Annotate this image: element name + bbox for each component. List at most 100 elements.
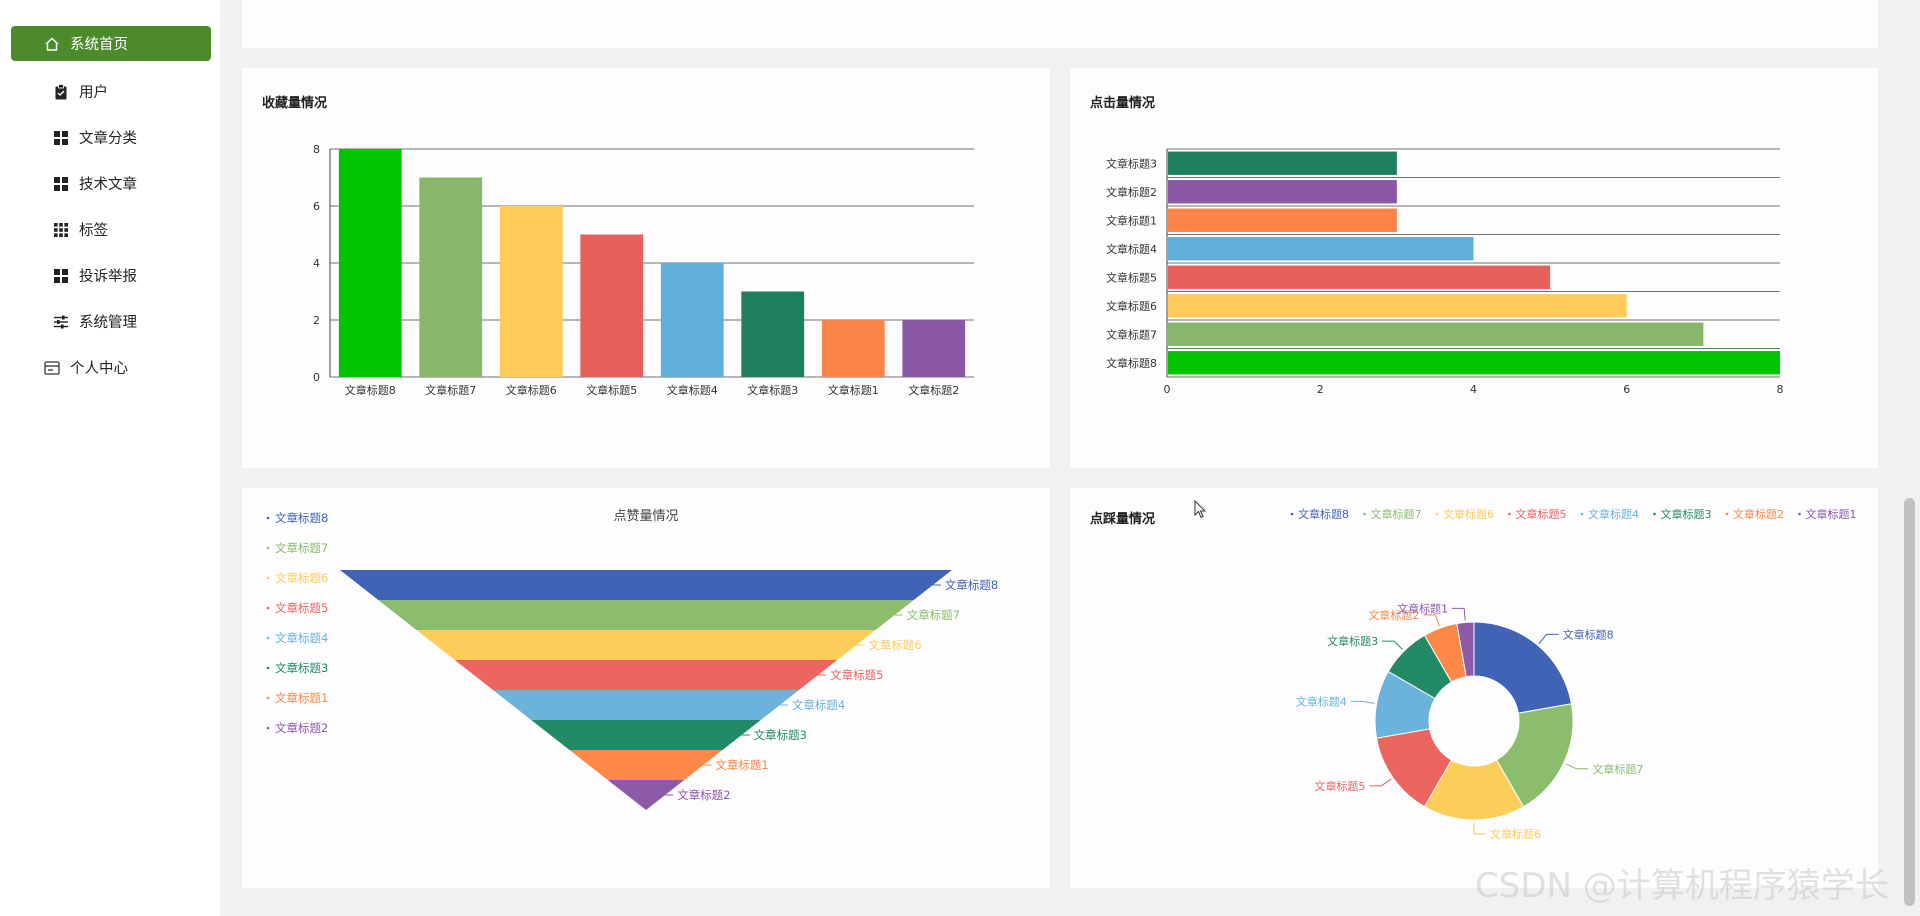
legend-label: 文章标题6 — [1443, 507, 1494, 521]
legend-label: 文章标题3 — [275, 661, 328, 675]
sidebar-item-label: 投诉举报 — [79, 269, 137, 285]
x-tick-label: 文章标题1 — [828, 383, 879, 397]
grid-small-icon — [52, 221, 70, 239]
legend-label: 文章标题6 — [275, 571, 328, 585]
funnel-label: 文章标题4 — [792, 698, 845, 712]
y-tick-label: 文章标题5 — [1106, 270, 1157, 284]
favorites-panel: 收藏量情况 0 2 4 6 8 文章标题8 文章标题7 文章标题6 文章标题5 文章标题4 文章标题… — [242, 68, 1050, 468]
y-tick-label: 8 — [313, 143, 320, 156]
clicks-title: 点击量情况 — [1090, 96, 1156, 111]
legend-marker — [1798, 512, 1801, 516]
sidebar-item-users[interactable]: 用户 — [11, 74, 211, 109]
bar — [1168, 322, 1704, 346]
sidebar-item-articles[interactable]: 技术文章 — [11, 166, 211, 201]
bar — [902, 320, 966, 377]
pie-label-line — [1565, 763, 1589, 770]
funnel-segment — [416, 630, 876, 660]
pie-label: 文章标题1 — [1397, 601, 1448, 615]
legend-marker — [1435, 512, 1439, 516]
legend-marker — [1290, 512, 1294, 516]
pie-label: 文章标题6 — [1490, 827, 1541, 841]
y-tick-label: 2 — [313, 314, 320, 327]
grid-icon — [52, 175, 70, 193]
sidebar-item-label: 系统管理 — [79, 315, 137, 331]
pie-label: 文章标题4 — [1296, 694, 1347, 708]
bar — [1168, 351, 1780, 375]
scrollbar-thumb[interactable] — [1904, 498, 1915, 906]
funnel-label: 文章标题3 — [754, 728, 807, 742]
bar — [1168, 237, 1474, 261]
sidebar: 系统首页 用户 文章分类 技术文章 标签 投诉举报 系统管理 — [0, 0, 220, 916]
legend-label: 文章标题8 — [1298, 507, 1349, 521]
x-tick-label: 4 — [1470, 383, 1477, 396]
legend-label: 文章标题1 — [275, 691, 328, 705]
legend-marker — [1580, 512, 1584, 516]
funnel-segment — [569, 750, 723, 780]
pie-slice — [1473, 621, 1573, 714]
legend-marker — [266, 726, 270, 730]
bar — [580, 234, 644, 377]
pie-label-line — [1382, 640, 1403, 650]
bar — [660, 263, 724, 377]
bar — [1168, 265, 1551, 289]
sidebar-item-categories[interactable]: 文章分类 — [11, 120, 211, 155]
legend-marker — [266, 606, 270, 610]
pie-label: 文章标题7 — [1592, 762, 1643, 776]
pie-label: 文章标题2 — [1368, 608, 1419, 622]
funnel-label: 文章标题5 — [830, 668, 883, 682]
y-tick-label: 0 — [313, 371, 320, 384]
grid-icon — [52, 129, 70, 147]
sliders-icon — [52, 313, 70, 331]
legend-marker — [266, 696, 270, 700]
funnel-segment — [340, 570, 952, 600]
x-tick-label: 文章标题4 — [667, 383, 718, 397]
sidebar-item-reports[interactable]: 投诉举报 — [11, 258, 211, 293]
mouse-cursor-icon — [1194, 500, 1207, 519]
y-tick-label: 文章标题6 — [1106, 299, 1157, 313]
sidebar-item-label: 系统首页 — [70, 37, 128, 53]
bar — [821, 320, 885, 377]
legend-label: 文章标题4 — [1588, 507, 1639, 521]
funnel-label: 文章标题8 — [945, 578, 998, 592]
watermark: CSDN @计算机程序猿学长 — [1475, 866, 1889, 906]
funnel-title: 点赞量情况 — [613, 509, 678, 524]
funnel-segment — [454, 660, 838, 690]
y-tick-label: 6 — [313, 200, 320, 213]
x-tick-label: 2 — [1317, 383, 1324, 396]
legend-marker — [1725, 512, 1729, 516]
funnel-label: 文章标题7 — [907, 608, 960, 622]
funnel-label: 文章标题1 — [715, 758, 768, 772]
page-scrollbar[interactable] — [1900, 0, 1920, 916]
bar — [1168, 151, 1397, 175]
sidebar-item-label: 技术文章 — [79, 177, 137, 193]
bar — [1168, 208, 1397, 232]
sidebar-item-profile[interactable]: 个人中心 — [11, 350, 211, 385]
sidebar-item-home[interactable]: 系统首页 — [11, 26, 211, 61]
pie-label-line — [1473, 822, 1486, 835]
funnel-segment — [607, 780, 685, 810]
home-icon — [43, 35, 61, 53]
legend-label: 文章标题4 — [275, 631, 328, 645]
y-tick-label: 4 — [313, 257, 320, 270]
legend-marker — [266, 516, 270, 520]
legend-label: 文章标题5 — [1516, 507, 1567, 521]
pie-label-line — [1538, 633, 1559, 644]
y-tick-label: 文章标题8 — [1106, 356, 1157, 370]
sidebar-item-system[interactable]: 系统管理 — [11, 304, 211, 339]
x-tick-label: 文章标题6 — [506, 383, 557, 397]
sidebar-item-label: 用户 — [79, 85, 108, 101]
y-tick-label: 文章标题1 — [1106, 213, 1157, 227]
legend-marker — [1653, 512, 1656, 516]
clipboard-icon — [52, 83, 70, 101]
legend-label: 文章标题2 — [1733, 507, 1784, 521]
legend-label: 文章标题2 — [275, 721, 328, 735]
sidebar-item-tags[interactable]: 标签 — [11, 212, 211, 247]
legend-marker — [266, 666, 270, 670]
clicks-hbar-chart: 文章标题8 文章标题7 文章标题6 文章标题5 文章标题4 文章标题1 文章标题2 文章标题3… — [1106, 148, 1784, 396]
sidebar-item-label: 个人中心 — [70, 361, 128, 377]
legend-marker — [1508, 512, 1511, 516]
bar — [499, 206, 563, 377]
pie-label-line — [1369, 778, 1392, 787]
bar — [419, 177, 483, 377]
clicks-panel: 点击量情况 文章标题8 文章标题7 文章标题6 文章标题5 文章标题4 文章标题1 文章标题… — [1070, 68, 1878, 468]
